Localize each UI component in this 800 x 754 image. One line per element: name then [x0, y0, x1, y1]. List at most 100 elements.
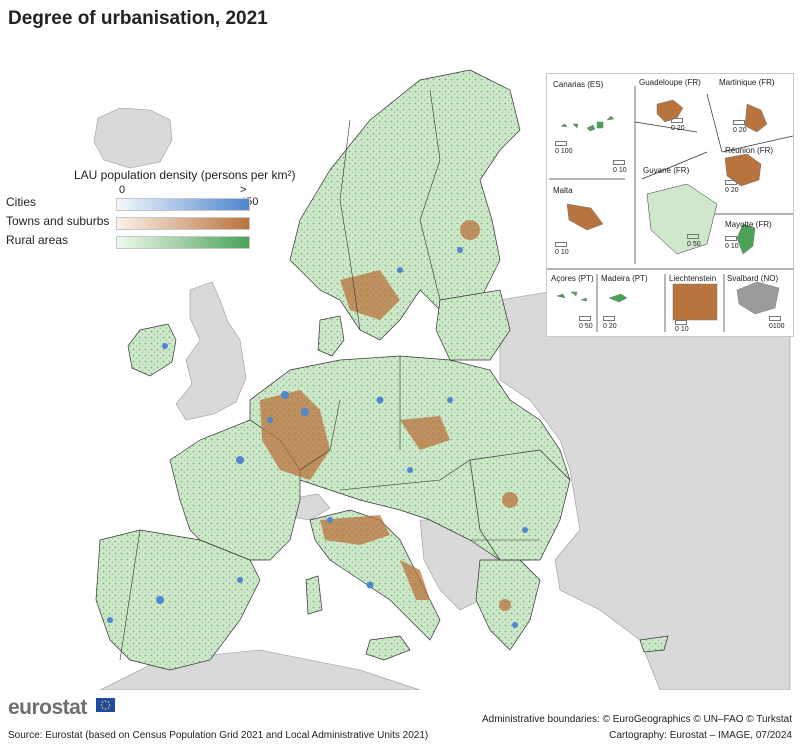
city-berlin — [376, 396, 384, 404]
po-valley-towns — [320, 515, 390, 545]
towns-and-suburbs-areas — [260, 220, 518, 611]
iceland — [93, 107, 173, 169]
scale-label-extra: 0 10 — [613, 167, 627, 174]
scale-bar-martinique — [733, 120, 745, 125]
great-britain — [175, 281, 247, 421]
denmark — [317, 315, 345, 357]
reunion-island — [724, 153, 762, 187]
city-warsaw — [447, 397, 453, 403]
liechtenstein-map — [672, 283, 718, 321]
city-dublin — [162, 343, 168, 349]
city-helsinki — [457, 247, 463, 253]
scale-label-acores: 0 50 — [579, 323, 593, 330]
map-title: Degree of urbanisation, 2021 — [8, 8, 268, 29]
inset-label-mayotte: Mayotte (FR) — [725, 220, 772, 229]
legend-min-value: 0 — [119, 184, 126, 196]
scale-bar-mayotte — [725, 236, 737, 241]
inset-label-reunion: Réunion (FR) — [725, 146, 774, 155]
inset-label-canarias: Canarias (ES) — [553, 80, 604, 89]
legend-label-rural: Rural areas — [6, 233, 69, 247]
inset-label-malta: Malta — [553, 186, 573, 195]
romania-towns — [502, 492, 518, 508]
scale-label-canarias: 0 100 — [555, 148, 573, 155]
legend-label-cities: Cities — [6, 195, 37, 209]
city-barcelona — [237, 577, 243, 583]
scale-bar-liechtenstein — [675, 320, 687, 325]
baltics — [435, 289, 511, 361]
city-lisbon — [107, 617, 113, 623]
inset-label-martinique: Martinique (FR) — [719, 78, 775, 87]
city-bucharest — [522, 527, 528, 533]
insets-lines — [547, 86, 793, 332]
mayotte-island — [736, 223, 756, 255]
madeira-island — [608, 293, 628, 303]
southern-sweden-towns — [340, 270, 400, 320]
norway-sweden-finland — [289, 69, 521, 341]
city-rome — [366, 581, 374, 589]
insets-panel: Canarias (ES) 0 100 Guadeloupe (FR) 0 20… — [546, 73, 794, 337]
legend-label-towns: Towns and suburbs — [6, 214, 110, 228]
eurostat-logo: eurostat — [8, 696, 87, 719]
ireland — [127, 323, 177, 377]
city-amsterdam — [281, 391, 289, 399]
scale-label-malta: 0 10 — [555, 249, 569, 256]
legend-gradient-towns — [116, 217, 250, 230]
iberia — [95, 529, 261, 671]
scale-bar-madeira — [603, 316, 615, 321]
scale-bar-malta — [555, 242, 567, 247]
cities-areas — [107, 247, 528, 628]
scale-label-madeira: 0 20 — [603, 323, 617, 330]
scale-bar-acores — [579, 316, 591, 321]
scale-bar-guadeloupe — [671, 118, 683, 123]
silesia-towns — [400, 416, 450, 450]
legend-gradient-rural — [116, 236, 250, 249]
scale-label-martinique: 0 20 — [733, 127, 747, 134]
scale-bar-reunion — [725, 180, 737, 185]
inset-label-guadeloupe: Guadeloupe (FR) — [639, 78, 701, 87]
boundaries-credit: Administrative boundaries: © EuroGeograp… — [481, 714, 792, 725]
svalbard-islands — [736, 281, 780, 315]
scale-bar-extra — [613, 160, 625, 165]
cartography-credit: Cartography: Eurostat – IMAGE, 07/2024 — [609, 730, 792, 741]
city-madrid — [156, 596, 164, 604]
country-borders — [119, 89, 540, 661]
inset-label-madeira: Madeira (PT) — [601, 274, 648, 283]
city-paris — [236, 456, 244, 464]
benelux-rhine-towns — [260, 390, 330, 480]
inset-label-svalbard: Svalbard (NO) — [727, 274, 779, 283]
city-vienna — [407, 467, 413, 473]
city-stockholm — [397, 267, 403, 273]
canarias-islands — [560, 115, 615, 132]
eu-flag-icon — [96, 698, 115, 712]
city-athens — [512, 622, 518, 628]
legend-gradient-cities — [116, 198, 250, 211]
scale-label-liechtenstein: 0 10 — [675, 326, 689, 333]
inset-label-liechtenstein: Liechtenstein — [669, 274, 717, 283]
europe-map — [93, 69, 791, 690]
scale-label-reunion: 0 20 — [725, 187, 739, 194]
guyane-territory — [646, 183, 718, 255]
sicily — [365, 635, 411, 661]
scale-label-guyane: 0 50 — [687, 241, 701, 248]
acores-islands — [556, 291, 588, 302]
scale-bar-canarias — [555, 141, 567, 146]
malta-island — [566, 203, 604, 231]
city-brussels — [267, 417, 273, 423]
greece-towns — [499, 599, 511, 611]
source-note: Source: Eurostat (based on Census Popula… — [8, 730, 429, 741]
scale-bar-svalbard — [769, 316, 781, 321]
legend-title: LAU population density (persons per km²) — [74, 168, 296, 182]
italy-adriatic-towns — [400, 560, 430, 600]
finland-south-towns — [460, 220, 480, 240]
scale-label-svalbard: 0100 — [769, 323, 785, 330]
martinique-island — [744, 103, 768, 133]
inset-label-guyane: Guyane (FR) — [643, 166, 690, 175]
sardinia — [305, 575, 323, 615]
scale-label-guadeloupe: 0 20 — [671, 125, 685, 132]
france — [169, 419, 301, 561]
city-milan — [327, 517, 333, 523]
scale-bar-guyane — [687, 234, 699, 239]
romania-bulgaria — [469, 449, 571, 561]
inset-label-acores: Açores (PT) — [551, 274, 594, 283]
city-ruhr — [301, 408, 309, 416]
